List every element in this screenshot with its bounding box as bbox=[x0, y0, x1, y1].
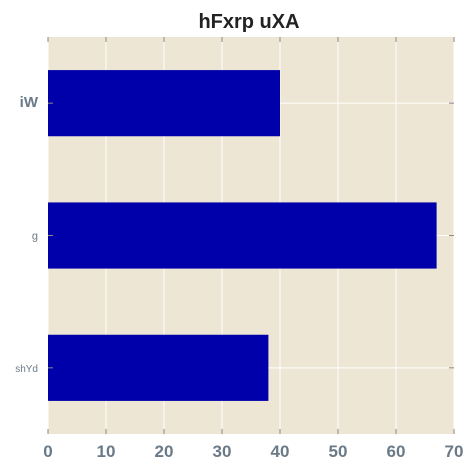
bars bbox=[48, 70, 437, 401]
y-tick-label: g bbox=[32, 231, 38, 243]
x-tick-label: 40 bbox=[271, 442, 290, 461]
y-axis: iW g shYd bbox=[15, 94, 454, 375]
x-tick-label: 60 bbox=[387, 442, 406, 461]
x-tick-label: 0 bbox=[43, 442, 52, 461]
x-tick-label: 50 bbox=[329, 442, 348, 461]
x-tick-label: 10 bbox=[97, 442, 116, 461]
bar-shYd bbox=[48, 334, 269, 401]
x-tick-label: 30 bbox=[213, 442, 232, 461]
chart-title: hFxrp uXA bbox=[198, 11, 299, 33]
x-tick-label: 70 bbox=[445, 442, 464, 461]
y-tick-label: iW bbox=[20, 94, 39, 111]
bar-iW bbox=[48, 70, 280, 137]
x-tick-label: 20 bbox=[155, 442, 174, 461]
x-axis: 0 10 20 30 40 50 60 70 bbox=[43, 37, 463, 461]
bar-g bbox=[48, 202, 437, 269]
y-tick-label: shYd bbox=[15, 364, 38, 375]
